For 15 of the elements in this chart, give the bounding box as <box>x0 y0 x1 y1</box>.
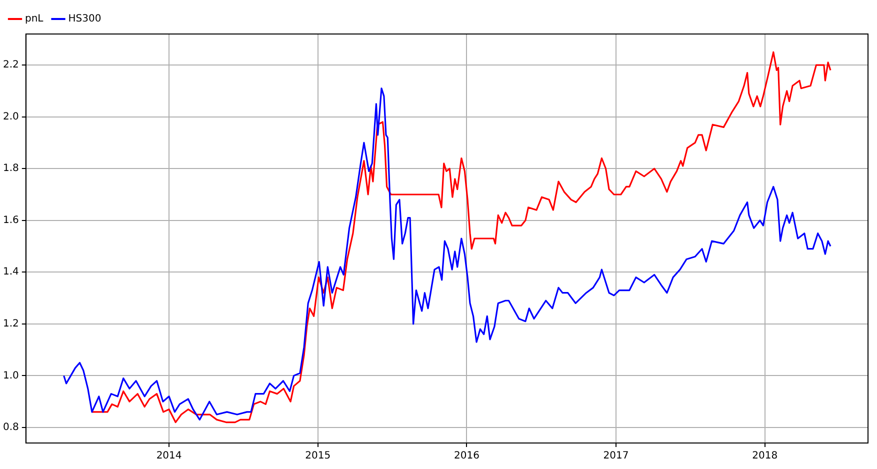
y-tick-label: 1.4 <box>2 266 19 278</box>
y-tick-label: 2.0 <box>2 111 19 122</box>
y-tick-label: 0.8 <box>2 422 19 434</box>
y-tick-label: 1.8 <box>2 163 19 174</box>
x-tick-label: 2015 <box>305 450 331 462</box>
x-tick-label: 2018 <box>752 450 778 462</box>
x-tick-label: 2016 <box>454 450 480 462</box>
x-tick-label: 2017 <box>603 450 629 462</box>
x-tick-label: 2014 <box>156 450 182 462</box>
y-tick-label: 1.0 <box>2 370 19 382</box>
y-tick-label: 2.2 <box>2 60 19 71</box>
y-tick-label: 1.6 <box>2 214 19 226</box>
y-tick-label: 1.2 <box>2 318 19 330</box>
legend-label: HS300 <box>68 14 102 25</box>
legend-label: pnL <box>25 14 44 25</box>
